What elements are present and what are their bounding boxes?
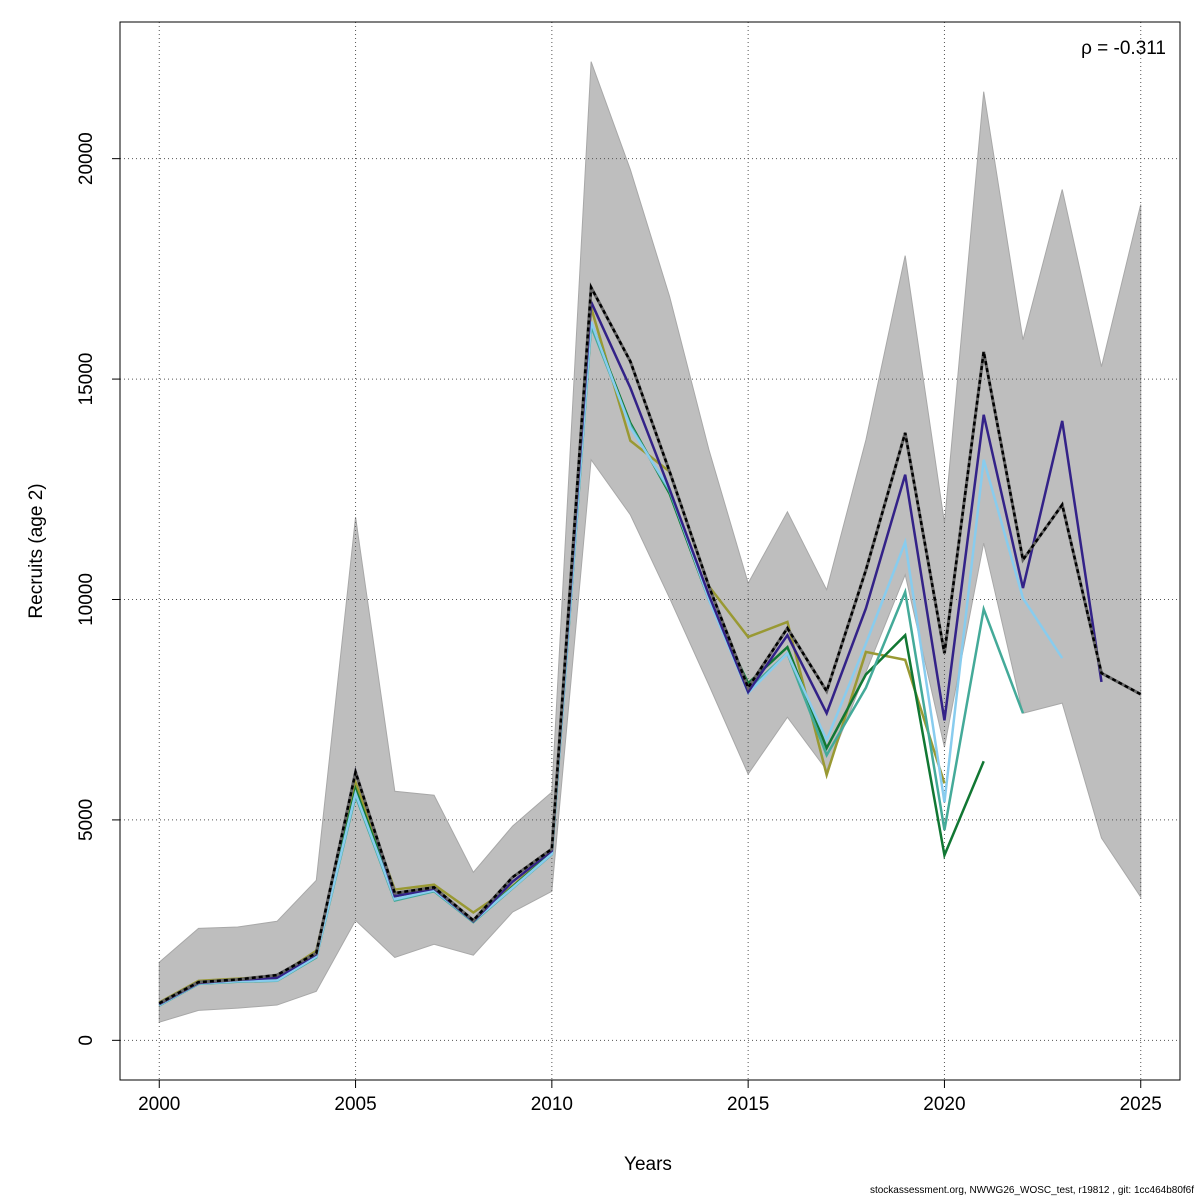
- series-line-3: [158, 321, 1064, 1007]
- grid: [120, 22, 1180, 1080]
- x-tick-label: 2025: [1120, 1094, 1162, 1115]
- y-axis: 0 5000 10000 15000 20000: [76, 132, 120, 1046]
- y-tick-label: 10000: [76, 573, 97, 626]
- x-tick-label: 2015: [727, 1094, 769, 1115]
- y-tick-label: 5000: [76, 799, 97, 841]
- y-tick-label: 20000: [76, 132, 97, 185]
- x-tick-label: 2020: [923, 1094, 965, 1115]
- y-tick-label: 15000: [76, 353, 97, 406]
- series-lines: [158, 282, 1142, 1007]
- x-axis-label: Years: [624, 1154, 672, 1175]
- y-tick-label: 0: [76, 1035, 97, 1046]
- x-tick-label: 2010: [531, 1094, 573, 1115]
- x-tick-label: 2005: [334, 1094, 376, 1115]
- plot-frame: [119, 21, 1181, 1081]
- confidence-band: [158, 61, 1142, 1023]
- footer-credit: stockassessment.org, NWWG26_WOSC_test, r…: [869, 1185, 1194, 1196]
- y-axis-label: Recruits (age 2): [26, 483, 47, 618]
- correlation-annotation: ρ = -0.311: [1081, 38, 1166, 59]
- x-tick-label: 2000: [138, 1094, 180, 1115]
- series-line-5: [158, 282, 1142, 1005]
- confidence-band-polygon: [158, 61, 1142, 1023]
- x-axis: 2000 2005 2010 2015 2020 2025: [138, 1080, 1162, 1115]
